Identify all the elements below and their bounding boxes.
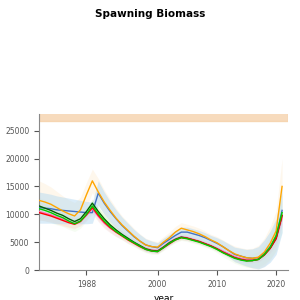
Bar — [39, 111, 288, 121]
X-axis label: year: year — [153, 294, 174, 300]
Text: Spawning Biomass: Spawning Biomass — [95, 9, 205, 19]
